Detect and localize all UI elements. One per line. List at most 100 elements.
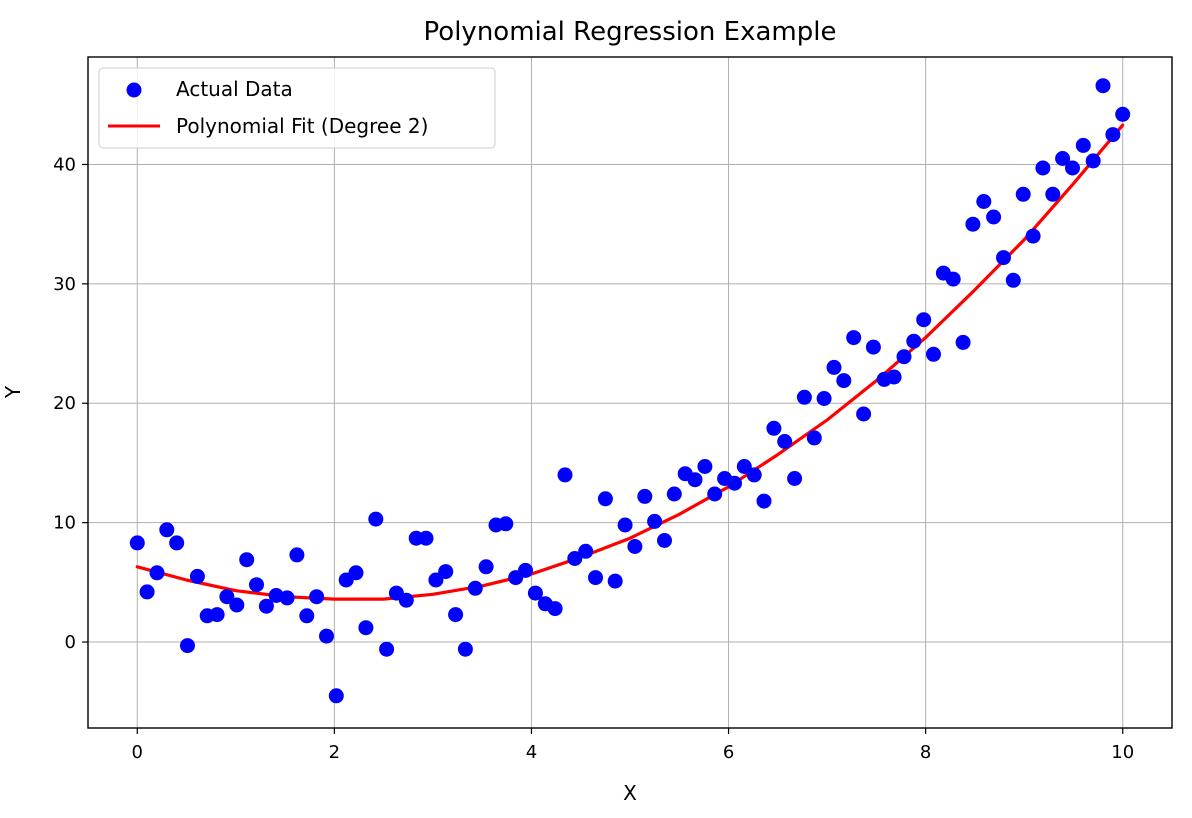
grid — [88, 57, 1172, 728]
data-point — [149, 565, 165, 581]
data-point — [996, 250, 1011, 266]
data-point — [787, 471, 803, 486]
data-point — [756, 493, 772, 509]
data-point — [478, 559, 494, 575]
data-point — [219, 589, 235, 605]
data-point — [916, 312, 932, 328]
data-point — [588, 570, 603, 586]
data-point — [289, 547, 305, 563]
data-point — [1015, 186, 1031, 202]
data-point — [727, 475, 742, 491]
fit-line-layer — [135, 123, 1125, 601]
y-tick-label: 40 — [53, 154, 76, 175]
data-point — [309, 589, 325, 605]
y-tick-label: 20 — [53, 393, 76, 414]
data-point — [1115, 106, 1131, 122]
data-point — [666, 486, 682, 502]
data-point — [180, 638, 195, 654]
data-point — [637, 488, 653, 504]
data-point — [467, 580, 483, 596]
polynomial-fit-line — [135, 123, 1125, 601]
data-point — [707, 486, 723, 502]
data-point — [1065, 160, 1080, 176]
data-point — [159, 522, 175, 538]
data-point — [657, 533, 672, 548]
data-point — [209, 607, 225, 623]
data-point — [627, 539, 643, 554]
plot-area-frame — [87, 56, 1173, 729]
data-point — [1075, 137, 1091, 153]
legend-marker-actual-data — [126, 82, 142, 98]
data-point — [647, 513, 663, 529]
x-tick-label: 6 — [723, 742, 734, 763]
data-point — [319, 628, 334, 644]
data-point — [1005, 272, 1021, 288]
data-point — [428, 572, 444, 588]
x-tick-label: 8 — [920, 742, 931, 763]
data-point — [766, 420, 782, 436]
data-point — [1095, 78, 1111, 94]
data-point — [856, 406, 872, 422]
x-axis-ticks: 0 2 4 6 8 10 — [132, 728, 1134, 763]
data-point — [578, 543, 594, 559]
x-tick-label: 2 — [329, 742, 340, 763]
data-point — [687, 472, 703, 488]
data-point — [796, 389, 812, 405]
data-point — [348, 565, 364, 581]
data-point — [945, 271, 961, 287]
chart-title: Polynomial Regression Example — [424, 17, 837, 47]
data-point — [1055, 151, 1071, 166]
data-point — [597, 491, 613, 507]
data-point — [547, 601, 563, 617]
data-point — [906, 333, 922, 349]
y-axis-label: Y — [1, 385, 25, 399]
data-point — [736, 459, 752, 474]
x-tick-label: 0 — [132, 742, 143, 763]
data-point — [1105, 127, 1121, 143]
data-point — [457, 641, 473, 657]
data-point — [1085, 153, 1101, 169]
legend: Actual Data Polynomial Fit (Degree 2) — [98, 67, 496, 149]
data-point — [239, 552, 255, 568]
data-point — [249, 577, 264, 593]
y-axis-ticks: 0 10 20 30 40 — [53, 154, 88, 653]
x-axis-label: X — [623, 781, 637, 805]
data-point — [816, 391, 832, 406]
data-point — [777, 434, 793, 449]
data-point — [865, 339, 881, 355]
data-point — [846, 330, 862, 346]
data-point — [976, 194, 992, 209]
data-point — [617, 517, 633, 533]
data-point — [986, 209, 1002, 225]
data-point — [826, 359, 842, 375]
data-point — [139, 584, 155, 600]
data-point — [697, 459, 713, 474]
legend-box — [98, 67, 496, 149]
data-point — [607, 573, 623, 589]
data-point — [896, 349, 912, 365]
data-point — [398, 592, 414, 608]
y-tick-label: 0 — [65, 632, 76, 653]
data-point — [557, 467, 573, 483]
data-point — [189, 568, 205, 584]
data-point — [169, 535, 185, 551]
x-tick-label: 4 — [526, 742, 537, 763]
data-point — [448, 607, 464, 623]
data-point — [1025, 228, 1041, 244]
data-point — [1045, 186, 1061, 202]
data-point — [886, 369, 902, 385]
data-point — [806, 430, 822, 446]
data-point — [299, 608, 315, 624]
legend-label-actual-data: Actual Data — [176, 77, 293, 101]
data-point — [518, 562, 533, 578]
data-point — [926, 346, 941, 362]
data-point — [229, 597, 245, 613]
data-point — [368, 511, 384, 527]
data-point — [279, 590, 295, 606]
data-point — [746, 467, 762, 483]
data-point — [498, 516, 514, 532]
data-point — [836, 373, 852, 389]
data-point — [955, 334, 971, 350]
data-point — [258, 598, 274, 614]
data-point — [567, 551, 583, 566]
